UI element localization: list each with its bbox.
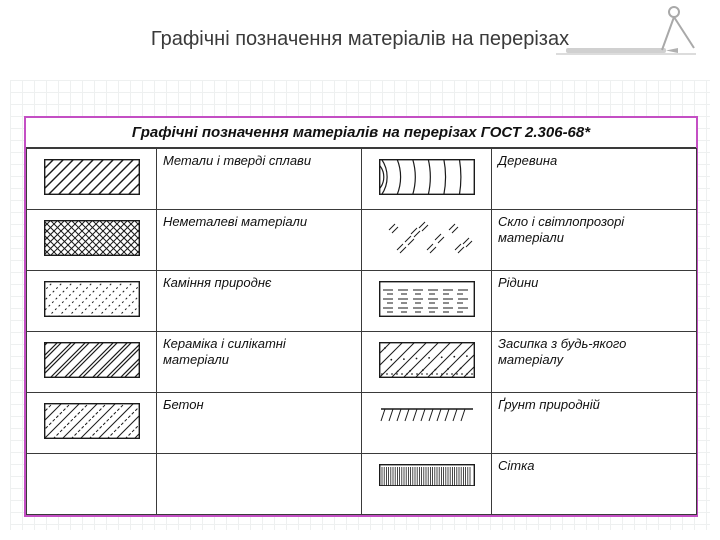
table-row: Кераміка і силікатні матеріали Засипка з …	[27, 332, 697, 393]
materials-table: Метали і тверді сплавиДеревинаНеметалеві…	[26, 148, 697, 515]
swatch-cell-concrete	[27, 393, 157, 454]
swatch-cell-glass	[362, 210, 492, 271]
material-label: Бетон	[157, 393, 362, 454]
hatch-swatch-concrete	[44, 403, 140, 439]
table-row: Неметалеві матеріали Скло і світлопрозорі…	[27, 210, 697, 271]
hatch-swatch-liquid	[379, 281, 475, 317]
material-label: Метали і тверді сплави	[157, 149, 362, 210]
page-title: Графічні позначення матеріалів на перері…	[0, 28, 720, 51]
swatch-cell-blank-left	[27, 454, 157, 515]
material-label: Деревина	[492, 149, 697, 210]
hatch-swatch-glass	[379, 220, 475, 256]
table-title: Графічні позначення матеріалів на перері…	[26, 118, 696, 148]
material-label: Рідини	[492, 271, 697, 332]
swatch-cell-fill	[362, 332, 492, 393]
material-label: Скло і світлопрозорі матеріали	[492, 210, 697, 271]
materials-table-wrap: Графічні позначення матеріалів на перері…	[24, 116, 698, 517]
table-row: Каміння природнє Рідини	[27, 271, 697, 332]
material-label: Ґрунт природній	[492, 393, 697, 454]
hatch-swatch-metal	[44, 159, 140, 195]
material-label: Неметалеві матеріали	[157, 210, 362, 271]
swatch-cell-stone	[27, 271, 157, 332]
material-label: Каміння природнє	[157, 271, 362, 332]
hatch-swatch-ceramic	[44, 342, 140, 378]
swatch-cell-wood	[362, 149, 492, 210]
hatch-swatch-soil	[379, 403, 475, 439]
hatch-swatch-mesh	[379, 464, 475, 500]
hatch-swatch-stone	[44, 281, 140, 317]
hatch-swatch-wood	[379, 159, 475, 195]
material-label: Сітка	[492, 454, 697, 515]
material-label: Кераміка і силікатні матеріали	[157, 332, 362, 393]
swatch-cell-liquid	[362, 271, 492, 332]
material-label: Засипка з будь-якого матеріалу	[492, 332, 697, 393]
material-label	[157, 454, 362, 515]
table-row: Метали і тверді сплави Деревина	[27, 149, 697, 210]
table-row: Сітка	[27, 454, 697, 515]
hatch-swatch-fill	[379, 342, 475, 378]
hatch-swatch-nonmetal	[44, 220, 140, 256]
swatch-cell-mesh	[362, 454, 492, 515]
swatch-cell-metal	[27, 149, 157, 210]
table-row: Бетон Ґрунт природній	[27, 393, 697, 454]
swatch-cell-soil	[362, 393, 492, 454]
swatch-cell-nonmetal	[27, 210, 157, 271]
swatch-cell-ceramic	[27, 332, 157, 393]
